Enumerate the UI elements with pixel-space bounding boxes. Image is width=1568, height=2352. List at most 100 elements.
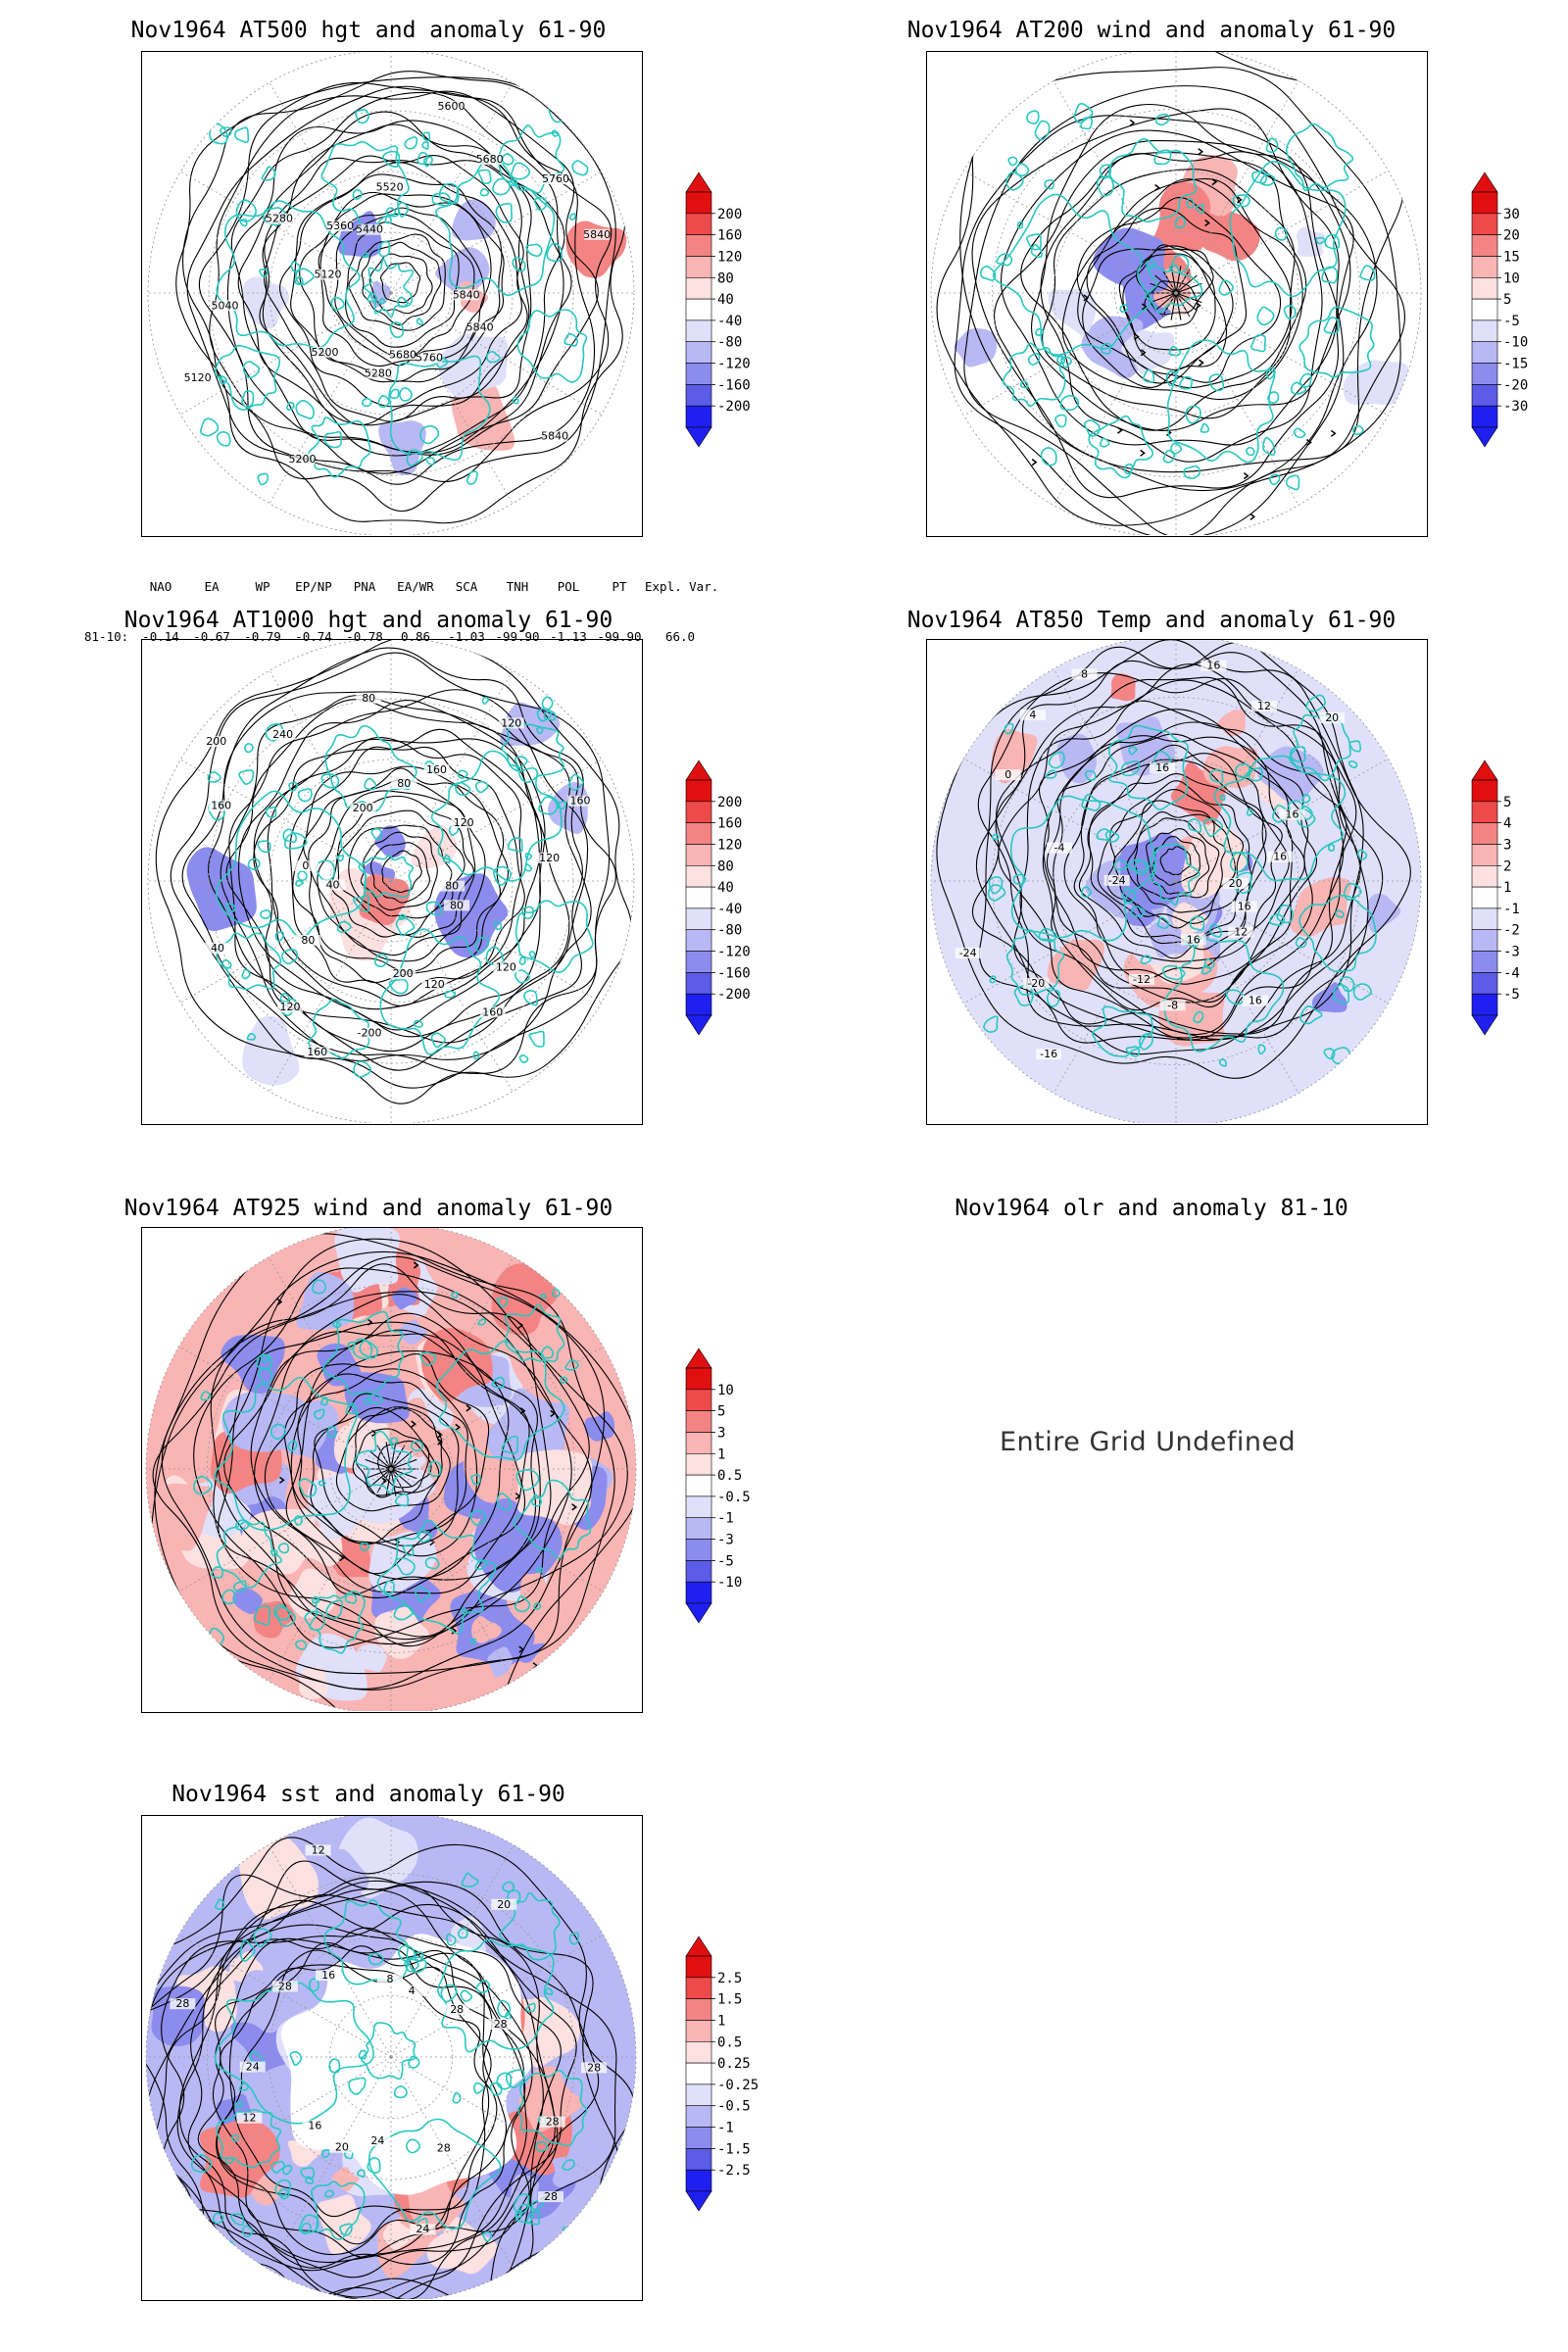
colorbar-tick-label: -200 — [717, 399, 751, 415]
colorbar-tick-label: -40 — [717, 314, 742, 329]
contour-label: 80 — [450, 899, 464, 911]
contour-label: 5680 — [389, 348, 416, 361]
contour-label: 5280 — [266, 213, 293, 225]
teleconnection-headers: NAO EA WP EP/NP PNA EA/WR SCA TNH POL PT… — [84, 578, 719, 595]
colorbar-500: 200 160 120 80 40 -40 -80 -120 -160 -200 — [685, 172, 770, 448]
colorbar-segment — [685, 1581, 712, 1604]
contour-label: 5760 — [542, 172, 569, 185]
contour-label: 24 — [416, 2223, 429, 2235]
contour-label: 200 — [206, 735, 226, 748]
contour-label: 24 — [370, 2134, 384, 2147]
map-sst: 28 28 28 24 24 20 16 12 24 28 28 16 12 8 4 20 28 28 28 — [141, 1815, 643, 2301]
colorbar-segment — [685, 213, 712, 235]
colorbar-min-arrow — [685, 2190, 712, 2212]
map-925 — [141, 1227, 643, 1713]
contour-label: 5520 — [376, 181, 404, 194]
colorbar-tick-label: 200 — [717, 207, 742, 222]
colorbar-tick-label: 1 — [717, 2014, 725, 2030]
colorbar-min-arrow — [1471, 1014, 1498, 1036]
colorbar-segment — [685, 972, 712, 995]
colorbar-tick-label: 160 — [717, 816, 742, 832]
contour-label: 28 — [278, 1980, 292, 1992]
colorbar-tick-label: 20 — [1503, 228, 1520, 244]
contour-label: 5200 — [312, 346, 339, 359]
colorbar-segment — [1471, 213, 1498, 235]
tele-header: EA/WR — [397, 579, 434, 594]
contour-label: 160 — [307, 1046, 327, 1058]
colorbar-segment — [1471, 822, 1498, 845]
colorbar-sst: 2.5 1.5 1 0.5 0.25 -0.25 -0.5 -1 -1.5 -2.5 — [685, 1936, 770, 2212]
contour-label: 120 — [424, 978, 445, 991]
colorbar-tick-label: 3 — [1503, 838, 1511, 854]
colorbar-tick-label: 5 — [1503, 795, 1511, 810]
contour-label: 28 — [437, 2141, 451, 2154]
panel-title-200: Nov1964 AT200 wind and anomaly 61-90 — [906, 18, 1396, 43]
colorbar-tick-label: -20 — [1503, 377, 1528, 393]
colorbar-segment — [685, 1560, 712, 1583]
colorbar-tick-label: -3 — [717, 1533, 734, 1548]
contour-label: 16 — [308, 2119, 321, 2132]
colorbar-segment — [1471, 886, 1498, 909]
contour-label: 200 — [353, 802, 373, 814]
contour-label: 28 — [175, 1997, 189, 2010]
contour-labels: 5840584057605680528052005200512050405120… — [184, 100, 611, 466]
colorbar-segment — [685, 1517, 712, 1540]
contour-label: 120 — [501, 716, 521, 729]
colorbar-tick-label: -15 — [1503, 357, 1528, 372]
colorbar-segment — [685, 1998, 712, 2021]
contour-label: 28 — [546, 2116, 560, 2129]
contour-label: 5760 — [416, 352, 443, 365]
contour-label: 5680 — [476, 153, 504, 166]
contour-label: 20 — [1325, 711, 1339, 724]
contour-label: 16 — [1273, 851, 1287, 863]
tele-value: 66.0 — [664, 629, 696, 644]
colorbar-segment — [685, 929, 712, 952]
colorbar-segment — [685, 277, 712, 300]
contour-label: 5280 — [365, 368, 392, 380]
coastlines — [200, 101, 590, 486]
colorbar-tick-label: -3 — [1503, 945, 1520, 960]
tele-value: -0.78 — [346, 629, 383, 644]
colorbar-segment — [685, 993, 712, 1016]
colorbar-segment — [685, 2041, 712, 2064]
contour-label: 40 — [326, 878, 340, 891]
contour-label: 24 — [246, 2061, 260, 2074]
tele-header: SCA — [455, 579, 478, 594]
map-1000: 80 120 160 120 200 -200 160 120 80 40 40 0 160 200 240… — [141, 639, 643, 1125]
contour-label: 120 — [539, 852, 560, 864]
contour-labels: 80 120 160 120 200 -200 160 120 80 40 40 0 160 200 240… — [203, 692, 593, 1058]
colorbar-tick-label: 10 — [717, 1383, 734, 1398]
colorbar-tick-label: -120 — [717, 945, 751, 960]
tele-value: -0.14 — [142, 629, 179, 644]
colorbar-tick-label: 40 — [717, 292, 734, 308]
colorbar-segment — [685, 256, 712, 278]
colorbar-segment — [685, 2105, 712, 2128]
colorbar-segment — [685, 779, 712, 803]
panel-title-1000: Nov1964 AT1000 hgt and anomaly 61-90 — [123, 608, 613, 633]
contour-label: 8 — [387, 1973, 394, 1985]
contour-label: 5440 — [356, 223, 383, 236]
colorbar-tick-label: 120 — [717, 838, 742, 854]
tele-value: -1.13 — [550, 629, 587, 644]
map-200 — [926, 51, 1428, 537]
contour-label: -200 — [358, 1026, 382, 1039]
contour-label: 16 — [1187, 933, 1200, 946]
colorbar-tick-label: 1 — [717, 1446, 725, 1462]
contour-label: 4 — [409, 1984, 416, 1997]
tele-value: -1.03 — [448, 629, 485, 644]
colorbar-tick-label: 30 — [1503, 207, 1520, 222]
colorbar-segment — [1471, 319, 1498, 342]
tele-value: -0.74 — [295, 629, 332, 644]
colorbar-min-arrow — [685, 1014, 712, 1036]
contour-label: 160 — [482, 1005, 503, 1018]
contour-label: 8 — [1081, 667, 1088, 680]
tele-header: EA — [204, 579, 220, 594]
colorbar-min-arrow — [1471, 426, 1498, 448]
contour-label: 16 — [1286, 808, 1299, 821]
colorbar-segment — [1471, 298, 1498, 321]
colorbar-tick-label: 0.5 — [717, 1468, 742, 1484]
colorbar-segment — [1471, 256, 1498, 278]
lat-lon-grid — [146, 1228, 636, 1711]
tele-value: -0.79 — [244, 629, 281, 644]
colorbar-segment — [1471, 191, 1498, 215]
